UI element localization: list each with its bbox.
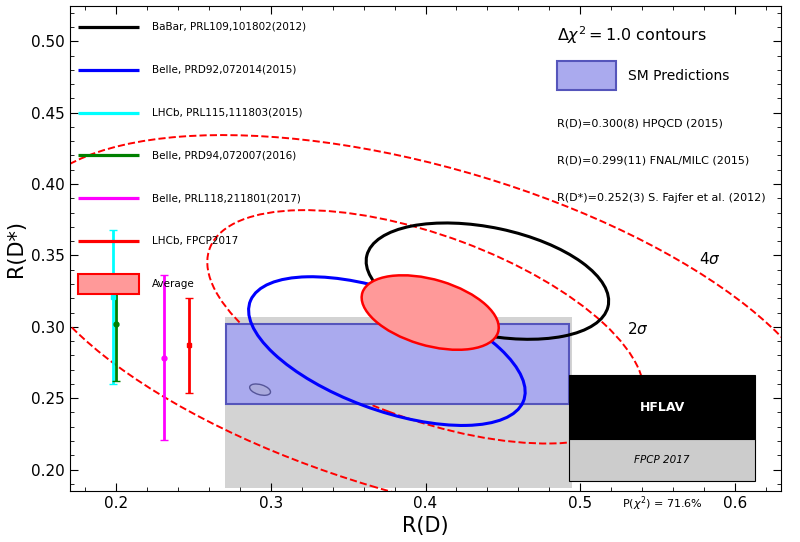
Bar [570,376,755,439]
Text: R(D)=0.300(8) HPQCD (2015): R(D)=0.300(8) HPQCD (2015) [557,118,723,128]
Text: $\Delta\chi^2 = 1.0$ contours: $\Delta\chi^2 = 1.0$ contours [557,24,707,46]
Ellipse shape [362,275,498,350]
Text: Belle, PRD92,072014(2015): Belle, PRD92,072014(2015) [152,65,296,75]
Text: Belle, PRD94,072007(2016): Belle, PRD94,072007(2016) [152,151,296,160]
Text: LHCb, PRL115,111803(2015): LHCb, PRL115,111803(2015) [152,108,302,118]
Y-axis label: R(D*): R(D*) [6,220,26,277]
Text: LHCb, FPCP2017: LHCb, FPCP2017 [152,236,238,246]
Bar [557,61,616,90]
Bar [226,324,570,404]
Text: SM Predictions: SM Predictions [628,68,730,82]
Ellipse shape [250,384,270,395]
Text: R(D)=0.299(11) FNAL/MILC (2015): R(D)=0.299(11) FNAL/MILC (2015) [557,156,750,165]
Text: R(D*)=0.252(3) S. Fajfer et al. (2012): R(D*)=0.252(3) S. Fajfer et al. (2012) [557,192,766,203]
Text: Belle, PRL118,211801(2017): Belle, PRL118,211801(2017) [152,193,301,203]
Text: P($\chi^2$) = 71.6%: P($\chi^2$) = 71.6% [622,495,702,513]
Bar [570,439,755,481]
Text: $4\sigma$: $4\sigma$ [699,251,721,267]
Bar [78,274,139,294]
Text: BaBar, PRL109,101802(2012): BaBar, PRL109,101802(2012) [152,22,306,32]
X-axis label: R(D): R(D) [402,517,449,537]
Bar [225,317,573,488]
Text: $2\sigma$: $2\sigma$ [626,321,648,337]
Text: Average: Average [152,279,194,289]
Text: FPCP 2017: FPCP 2017 [634,455,690,465]
Text: HFLAV: HFLAV [639,401,685,414]
